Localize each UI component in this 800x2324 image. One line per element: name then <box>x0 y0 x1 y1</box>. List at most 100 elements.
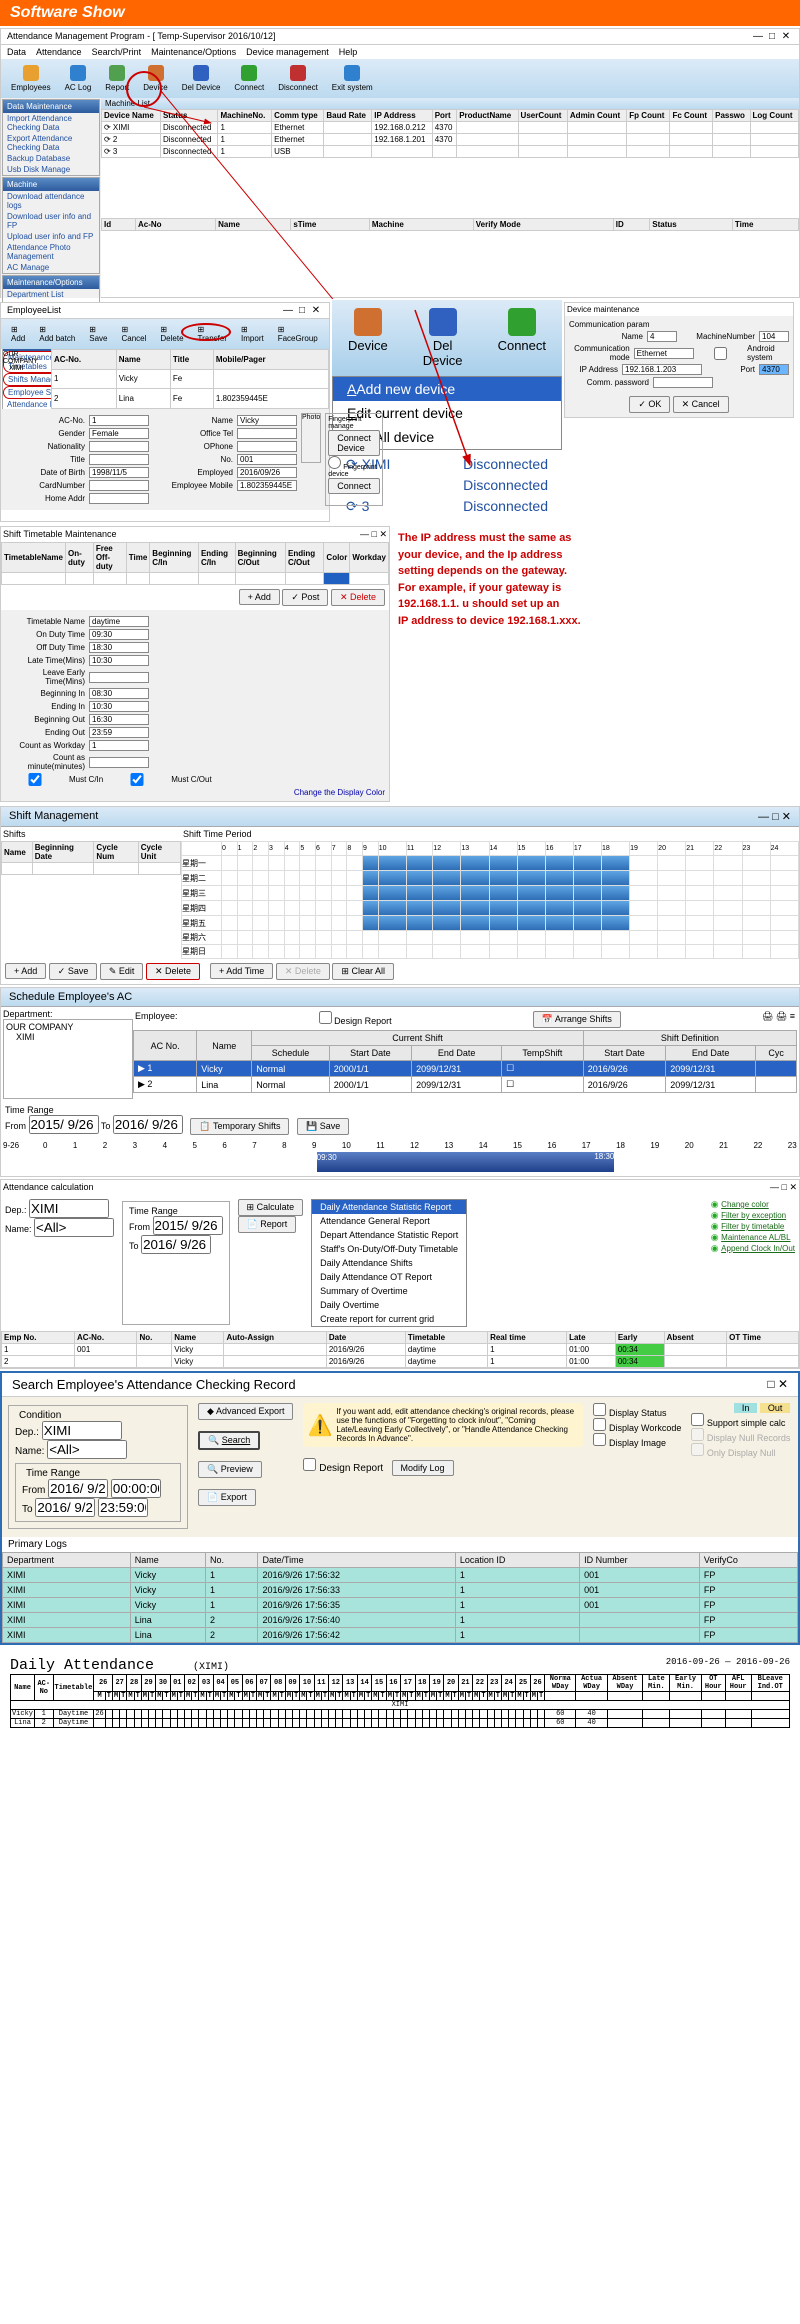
device-btn[interactable]: Device <box>137 63 173 94</box>
dm-cancel-btn[interactable]: ✕ Cancel <box>673 396 729 413</box>
disp-status[interactable] <box>593 1403 606 1416</box>
design-report-check2[interactable] <box>303 1458 316 1471</box>
dob-input[interactable] <box>89 467 149 478</box>
design-report-check[interactable] <box>319 1011 332 1024</box>
save-btn[interactable]: 💾 Save <box>297 1118 349 1135</box>
connect-btn[interactable]: Connect <box>328 478 380 494</box>
ac-no-input[interactable] <box>89 415 149 426</box>
sidebar-upload-user-info-and-fp[interactable]: Upload user info and FP <box>3 231 99 242</box>
dm-ip[interactable] <box>622 364 702 375</box>
report-8[interactable]: Create report for current grid <box>312 1312 466 1326</box>
link-Filter by timetable[interactable]: Filter by timetable <box>721 1222 784 1231</box>
add-new-device[interactable]: AAdd new device <box>333 377 561 401</box>
search-to-d[interactable] <box>35 1498 95 1517</box>
emp-delete-btn[interactable]: ⊞Delete <box>154 323 189 345</box>
dm-ok-btn[interactable]: ✓ OK <box>629 396 670 413</box>
export-btn[interactable]: 📄 Export <box>198 1489 256 1506</box>
calculate-btn[interactable]: ⊞ Calculate <box>238 1199 304 1216</box>
dept-tree2[interactable]: OUR COMPANY XIMI <box>3 1019 133 1099</box>
tt-late[interactable] <box>89 655 149 666</box>
calc-to[interactable] <box>141 1235 211 1254</box>
support-calc[interactable] <box>691 1413 704 1426</box>
sidebar-download-attendance-logs[interactable]: Download attendance logs <box>3 191 99 211</box>
fp-device-radio[interactable] <box>328 456 341 469</box>
office-input[interactable] <box>237 428 297 439</box>
dm-pwd[interactable] <box>653 377 713 388</box>
sidebar-attendance-photo-management[interactable]: Attendance Photo Management <box>3 242 99 262</box>
employees-btn[interactable]: Employees <box>5 63 57 94</box>
dm-port[interactable] <box>759 364 789 375</box>
sm-edit[interactable]: ✎ Edit <box>100 963 144 980</box>
link-Maintenance AL/BL[interactable]: Maintenance AL/BL <box>721 1233 790 1242</box>
only-null[interactable] <box>691 1443 704 1456</box>
sidebar-download-user-info-and-fp[interactable]: Download user info and FP <box>3 211 99 231</box>
link-Change color[interactable]: Change color <box>721 1200 769 1209</box>
dm-mn[interactable] <box>759 331 789 342</box>
adv-export-btn[interactable]: ◆ Advanced Export <box>198 1403 293 1420</box>
sm-add[interactable]: + Add <box>5 963 46 979</box>
change-color-link[interactable]: Change the Display Color <box>294 788 385 797</box>
title-input[interactable] <box>89 454 149 465</box>
sm-delete2[interactable]: ✕ Delete <box>276 963 330 980</box>
tt-add-btn[interactable]: + Add <box>239 589 280 605</box>
calc-from[interactable] <box>153 1216 223 1235</box>
disp-workcode[interactable] <box>593 1418 606 1431</box>
report-dropdown[interactable]: Daily Attendance Statistic ReportAttenda… <box>311 1199 467 1327</box>
emp-save-btn[interactable]: ⊞Save <box>83 323 113 345</box>
report-7[interactable]: Daily Overtime <box>312 1298 466 1312</box>
modify-log-btn[interactable]: Modify Log <box>392 1460 454 1476</box>
sm-addtime[interactable]: + Add Time <box>210 963 273 979</box>
must-cout[interactable] <box>107 773 167 786</box>
card-input[interactable] <box>89 480 149 491</box>
report-6[interactable]: Summary of Overtime <box>312 1284 466 1298</box>
report-0[interactable]: Daily Attendance Statistic Report <box>312 1200 466 1214</box>
dm-comm[interactable] <box>634 348 694 359</box>
tt-eout[interactable] <box>89 727 149 738</box>
report-3[interactable]: Staff's On-Duty/Off-Duty Timetable <box>312 1242 466 1256</box>
search-to-t[interactable] <box>98 1498 148 1517</box>
nat-input[interactable] <box>89 441 149 452</box>
exit system-btn[interactable]: Exit system <box>326 63 379 94</box>
arrange-shifts-btn[interactable]: 📅 Arrange Shifts <box>533 1011 621 1028</box>
emp-add batch-btn[interactable]: ⊞Add batch <box>33 323 81 345</box>
del device-btn[interactable]: Del Device <box>176 63 227 94</box>
tt-bin[interactable] <box>89 688 149 699</box>
dm-name[interactable] <box>647 331 677 342</box>
link-Append Clock In/Out[interactable]: Append Clock In/Out <box>721 1244 795 1253</box>
sidebar-export-attendance-checking-data[interactable]: Export Attendance Checking Data <box>3 133 99 153</box>
report-4[interactable]: Daily Attendance Shifts <box>312 1256 466 1270</box>
sm-clear[interactable]: ⊞ Clear All <box>332 963 394 980</box>
tt-ein[interactable] <box>89 701 149 712</box>
disconnect-btn[interactable]: Disconnect <box>272 63 324 94</box>
link-Filter by exception[interactable]: Filter by exception <box>721 1211 786 1220</box>
report-2[interactable]: Depart Attendance Statistic Report <box>312 1228 466 1242</box>
tt-off[interactable] <box>89 642 149 653</box>
tt-bout[interactable] <box>89 714 149 725</box>
emp-import-btn[interactable]: ⊞Import <box>235 323 270 345</box>
no-input[interactable] <box>237 454 297 465</box>
search-btn[interactable]: 🔍 Search <box>198 1431 260 1450</box>
sidebar-import-attendance-checking-data[interactable]: Import Attendance Checking Data <box>3 113 99 133</box>
big-device-btn[interactable]: Device <box>336 304 400 372</box>
tt-on[interactable] <box>89 629 149 640</box>
tt-post-btn[interactable]: ✓ Post <box>282 589 328 606</box>
menu-bar[interactable]: DataAttendanceSearch/PrintMaintenance/Op… <box>1 45 799 59</box>
tt-name[interactable] <box>89 616 149 627</box>
home-input[interactable] <box>89 493 149 504</box>
sidebar-backup-database[interactable]: Backup Database <box>3 153 99 164</box>
disp-image[interactable] <box>593 1433 606 1446</box>
calc-dep[interactable] <box>29 1199 109 1218</box>
big-del-device-btn[interactable]: Del Device <box>408 304 478 372</box>
temp-shifts-btn[interactable]: 📋 Temporary Shifts <box>190 1118 289 1135</box>
calc-name[interactable] <box>34 1218 114 1237</box>
sidebar-department-list[interactable]: Department List <box>3 289 99 300</box>
report-btn[interactable]: 📄 Report <box>238 1216 297 1233</box>
search-from-d[interactable] <box>48 1479 108 1498</box>
tr-from[interactable] <box>29 1115 99 1134</box>
sidebar-ac-manage[interactable]: AC Manage <box>3 262 99 273</box>
emp-toolbar[interactable]: ⊞Add⊞Add batch⊞Save⊞Cancel⊞Delete⊞Transf… <box>1 319 329 349</box>
tt-min[interactable] <box>89 757 149 768</box>
machine-list-tab[interactable]: Machine List <box>101 98 799 109</box>
report-btn[interactable]: Report <box>99 63 135 94</box>
ophone-input[interactable] <box>237 441 297 452</box>
